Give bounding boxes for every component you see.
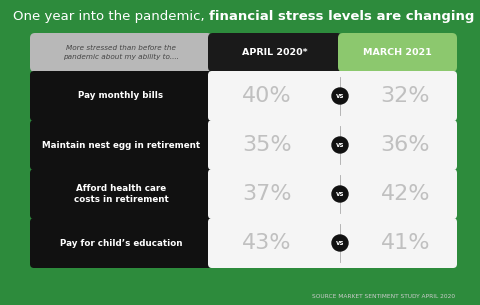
Text: MARCH 2021: MARCH 2021 <box>363 48 432 57</box>
Text: 43%: 43% <box>242 233 292 253</box>
Text: 42%: 42% <box>381 184 430 204</box>
Circle shape <box>332 137 348 153</box>
Text: 32%: 32% <box>381 86 430 106</box>
FancyBboxPatch shape <box>30 120 212 170</box>
Text: APRIL 2020*: APRIL 2020* <box>242 48 308 57</box>
Text: Pay for child’s education: Pay for child’s education <box>60 239 182 247</box>
Circle shape <box>332 88 348 104</box>
Circle shape <box>332 186 348 202</box>
FancyBboxPatch shape <box>208 169 457 219</box>
Text: financial stress levels are changing: financial stress levels are changing <box>209 10 474 23</box>
Text: Afford health care
costs in retirement: Afford health care costs in retirement <box>73 184 168 204</box>
Text: More stressed than before the
pandemic about my ability to....: More stressed than before the pandemic a… <box>63 45 179 59</box>
Text: vs: vs <box>336 142 344 148</box>
Text: 40%: 40% <box>242 86 292 106</box>
FancyBboxPatch shape <box>30 71 212 121</box>
Text: SOURCE MARKET SENTIMENT STUDY APRIL 2020: SOURCE MARKET SENTIMENT STUDY APRIL 2020 <box>312 294 455 299</box>
FancyBboxPatch shape <box>30 218 212 268</box>
FancyBboxPatch shape <box>208 33 342 72</box>
Text: Maintain nest egg in retirement: Maintain nest egg in retirement <box>42 141 200 149</box>
FancyBboxPatch shape <box>30 33 212 72</box>
FancyBboxPatch shape <box>208 71 457 121</box>
Text: One year into the pandemic,: One year into the pandemic, <box>13 10 209 23</box>
Text: 41%: 41% <box>381 233 430 253</box>
Text: 36%: 36% <box>381 135 430 155</box>
Text: vs: vs <box>336 93 344 99</box>
Text: 35%: 35% <box>242 135 292 155</box>
Text: vs: vs <box>336 240 344 246</box>
FancyBboxPatch shape <box>338 33 457 72</box>
FancyBboxPatch shape <box>208 120 457 170</box>
Text: 37%: 37% <box>242 184 292 204</box>
Text: vs: vs <box>336 191 344 197</box>
Circle shape <box>332 235 348 251</box>
FancyBboxPatch shape <box>208 218 457 268</box>
Text: Pay monthly bills: Pay monthly bills <box>78 92 164 101</box>
FancyBboxPatch shape <box>30 169 212 219</box>
